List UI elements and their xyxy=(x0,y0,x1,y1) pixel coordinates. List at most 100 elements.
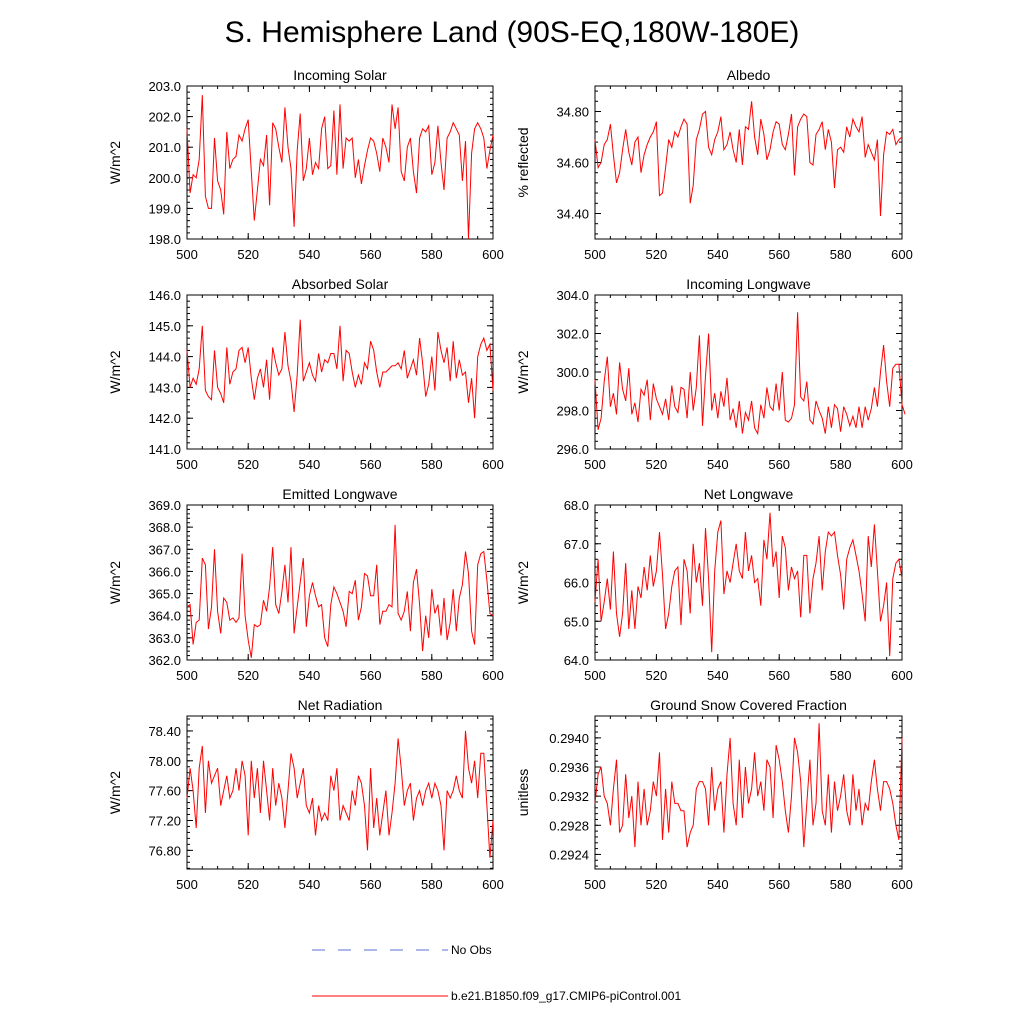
x-tick-label: 520 xyxy=(237,247,259,262)
panel-incoming-solar: Incoming Solar 500 520 540 560 580 600 198.0 199… xyxy=(107,67,504,262)
x-tick-label: 600 xyxy=(482,668,504,683)
x-tick-label: 520 xyxy=(237,457,259,472)
y-tick-label: 304.0 xyxy=(556,288,589,303)
y-axis-label: % reflected xyxy=(515,127,531,197)
y-tick-label: 0.2936 xyxy=(549,760,589,775)
y-tick-label: 199.0 xyxy=(148,201,181,216)
plot-frame xyxy=(594,715,903,870)
x-tick-label: 540 xyxy=(299,247,321,262)
y-tick-label: 143.0 xyxy=(148,380,181,395)
y-tick-label: 364.0 xyxy=(148,609,181,624)
x-tick-label: 600 xyxy=(482,877,504,892)
panel-emitted-longwave: Emitted Longwave 500 520 540 560 580 600 362.0 3… xyxy=(107,486,504,683)
panel-title: Albedo xyxy=(727,67,771,83)
x-tick-label: 580 xyxy=(421,877,443,892)
x-tick-label: 540 xyxy=(707,457,729,472)
y-axis-label: W/m^2 xyxy=(515,350,531,393)
panel-title: Absorbed Solar xyxy=(292,276,389,292)
legend-model-label: b.e21.B1850.f09_g17.CMIP6-piControl.001 xyxy=(451,989,681,1003)
y-tick-label: 369.0 xyxy=(148,498,181,513)
x-tick-label: 580 xyxy=(830,877,852,892)
series-line xyxy=(594,723,903,848)
panel-net-radiation: Net Radiation 500 520 540 560 580 600 76.80 77.2… xyxy=(107,697,504,892)
y-tick-label: 368.0 xyxy=(148,520,181,535)
x-tick-label: 560 xyxy=(360,668,382,683)
y-tick-label: 141.0 xyxy=(148,442,181,457)
x-tick-label: 600 xyxy=(482,457,504,472)
y-tick-label: 298.0 xyxy=(556,404,589,419)
y-tick-label: 144.0 xyxy=(148,350,181,365)
panel-title: Incoming Solar xyxy=(293,67,387,83)
x-tick-label: 580 xyxy=(421,247,443,262)
y-tick-label: 0.2940 xyxy=(549,731,589,746)
x-tick-label: 560 xyxy=(360,877,382,892)
x-tick-label: 500 xyxy=(584,668,606,683)
y-tick-label: 202.0 xyxy=(148,110,181,125)
y-tick-label: 68.0 xyxy=(564,498,589,513)
y-tick-label: 65.0 xyxy=(564,614,589,629)
y-tick-label: 77.60 xyxy=(148,784,181,799)
y-tick-label: 145.0 xyxy=(148,319,181,334)
y-tick-label: 78.00 xyxy=(148,754,181,769)
y-tick-label: 366.0 xyxy=(148,564,181,579)
x-tick-label: 500 xyxy=(584,457,606,472)
x-tick-label: 580 xyxy=(421,668,443,683)
y-axis-label: W/m^2 xyxy=(107,141,123,184)
y-tick-label: 142.0 xyxy=(148,411,181,426)
y-tick-label: 34.40 xyxy=(556,207,589,222)
y-tick-label: 34.80 xyxy=(556,105,589,120)
y-tick-label: 67.0 xyxy=(564,537,589,552)
x-tick-label: 500 xyxy=(584,247,606,262)
x-tick-label: 560 xyxy=(768,457,790,472)
y-tick-label: 362.0 xyxy=(148,653,181,668)
y-tick-label: 34.60 xyxy=(556,156,589,171)
x-tick-label: 540 xyxy=(707,247,729,262)
y-axis-label: W/m^2 xyxy=(515,561,531,604)
series-line xyxy=(186,95,494,240)
x-tick-label: 520 xyxy=(646,877,668,892)
y-tick-label: 302.0 xyxy=(556,327,589,342)
y-tick-label: 300.0 xyxy=(556,365,589,380)
y-axis-label: W/m^2 xyxy=(107,561,123,604)
y-tick-label: 365.0 xyxy=(148,587,181,602)
series-line xyxy=(594,512,903,657)
y-tick-label: 198.0 xyxy=(148,232,181,247)
x-tick-label: 540 xyxy=(707,877,729,892)
x-tick-label: 500 xyxy=(176,877,198,892)
x-tick-label: 500 xyxy=(176,457,198,472)
series-line xyxy=(594,101,903,217)
y-tick-label: 0.2924 xyxy=(549,847,589,862)
series-line xyxy=(186,524,494,658)
y-tick-label: 146.0 xyxy=(148,288,181,303)
panel-title: Net Longwave xyxy=(704,486,794,502)
x-tick-label: 500 xyxy=(176,668,198,683)
series-line xyxy=(186,730,494,858)
figure-title: S. Hemisphere Land (90S-EQ,180W-180E) xyxy=(225,16,800,49)
x-tick-label: 600 xyxy=(891,877,913,892)
y-tick-label: 77.20 xyxy=(148,813,181,828)
x-tick-label: 600 xyxy=(891,457,913,472)
y-axis-label: W/m^2 xyxy=(107,350,123,393)
y-axis-label: unitless xyxy=(515,769,531,816)
panel-ground-snow-covered-fraction: Ground Snow Covered Fraction 500 520 540 560… xyxy=(515,697,913,892)
x-tick-label: 580 xyxy=(421,457,443,472)
y-tick-label: 66.0 xyxy=(564,576,589,591)
panel-title: Ground Snow Covered Fraction xyxy=(650,697,847,713)
panels: Incoming Solar 500 520 540 560 580 600 198.0 199… xyxy=(107,67,913,892)
x-tick-label: 580 xyxy=(830,457,852,472)
panel-absorbed-solar: Absorbed Solar 500 520 540 560 580 600 141.0 142… xyxy=(107,276,504,472)
x-tick-label: 540 xyxy=(299,877,321,892)
plot-frame xyxy=(594,85,903,240)
x-tick-label: 600 xyxy=(891,668,913,683)
x-tick-label: 500 xyxy=(584,877,606,892)
panel-title: Emitted Longwave xyxy=(282,486,397,502)
panel-albedo: Albedo 500 520 540 560 580 600 34.40 34.60 34.80%… xyxy=(515,67,913,262)
y-tick-label: 203.0 xyxy=(148,79,181,94)
y-tick-label: 367.0 xyxy=(148,542,181,557)
panel-net-longwave: Net Longwave 500 520 540 560 580 600 64.0 65.0 66… xyxy=(515,486,913,683)
x-tick-label: 600 xyxy=(482,247,504,262)
legend: No Obs b.e21.B1850.f09_g17.CMIP6-piContr… xyxy=(312,943,681,1003)
y-tick-label: 201.0 xyxy=(148,140,181,155)
series-line xyxy=(186,319,494,419)
